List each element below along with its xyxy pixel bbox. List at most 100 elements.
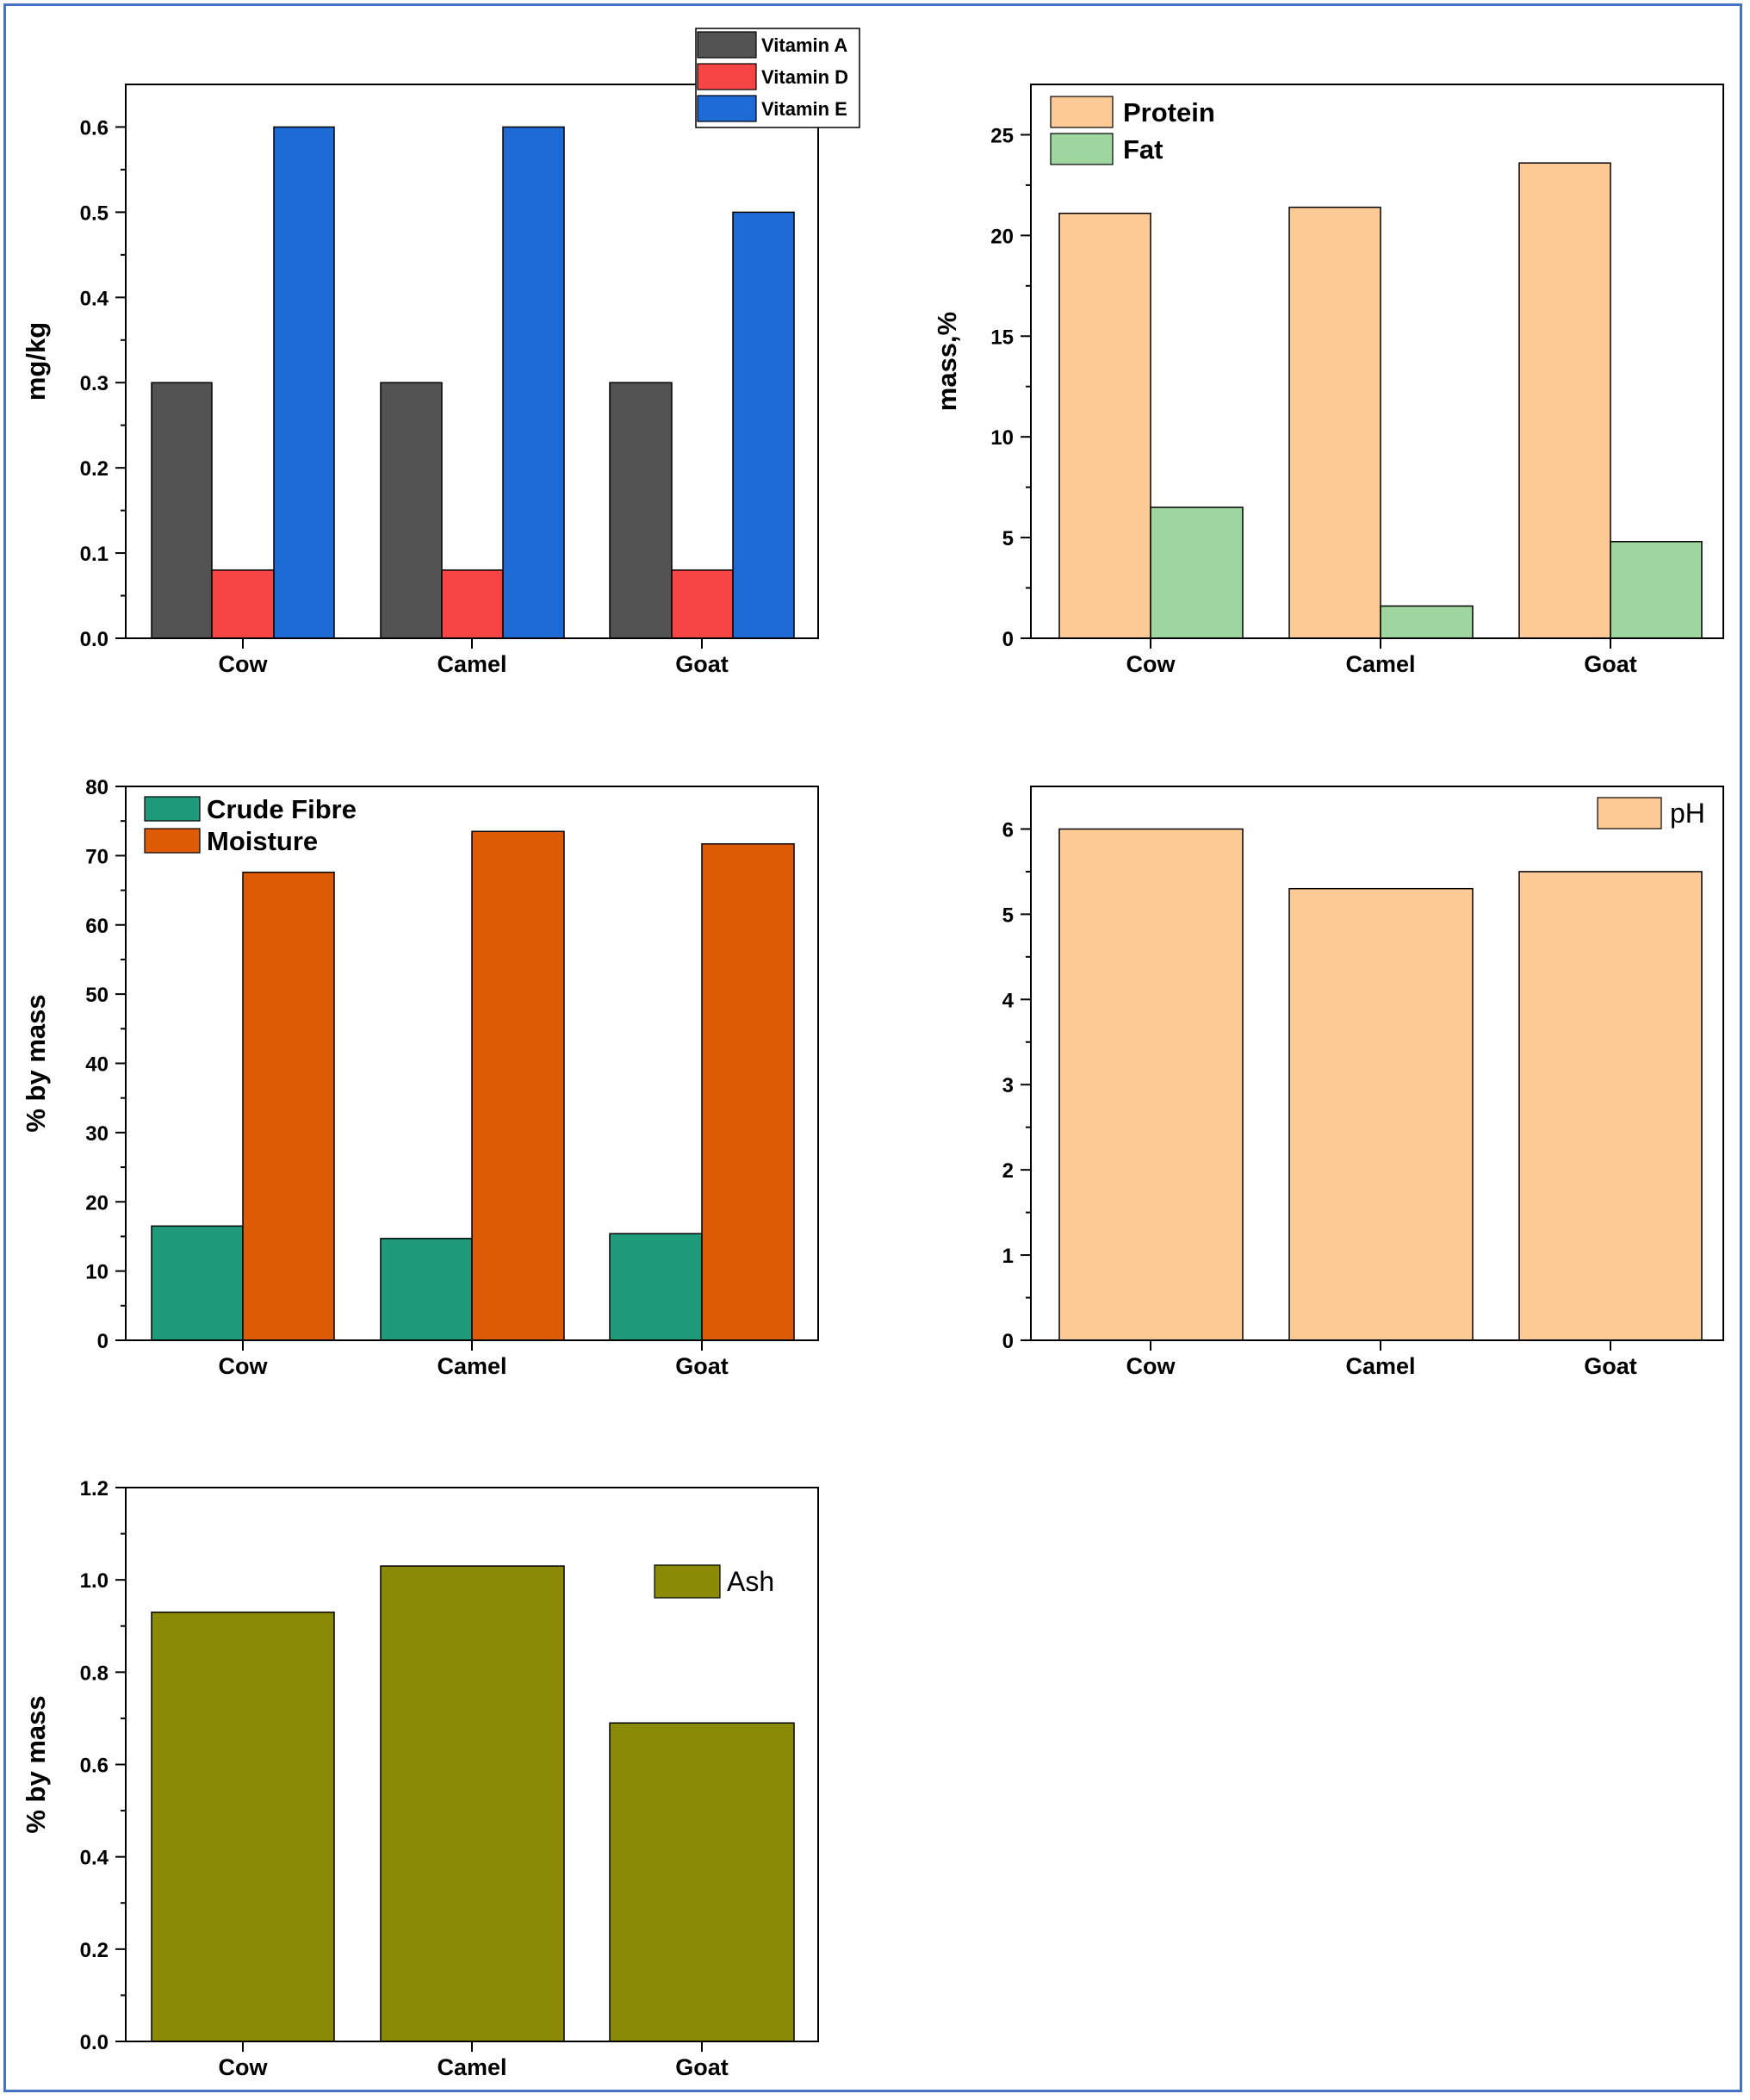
bar-vitamin-a-cow (151, 382, 213, 639)
legend-swatch (144, 796, 201, 822)
y-tick-label: 15 (990, 326, 1014, 349)
bar-ph-cow (1058, 828, 1244, 1341)
bar-vitamin-a-camel (380, 382, 443, 639)
legend-swatch (144, 828, 201, 854)
y-tick-label: 0.4 (80, 287, 109, 310)
x-tick-label: Cow (1126, 1353, 1176, 1379)
bar-vitamin-e-cow (273, 126, 335, 639)
bar-ph-camel (1288, 887, 1474, 1341)
y-tick-label: 1.2 (80, 1477, 109, 1500)
legend-swatch (697, 63, 757, 90)
bar-crude-fibre-cow (151, 1225, 244, 1341)
bar-vitamin-d-cow (211, 569, 275, 639)
bar-moisture-goat (701, 842, 795, 1341)
legend: pH (1597, 797, 1705, 829)
y-tick-label: 20 (85, 1191, 109, 1215)
x-tick-label: Cow (1126, 651, 1176, 677)
chart-ash: 0.0 0.2 0.4 0.6 0.8 1.0 1.2 Cow Camel Goat % by ma… (21, 1477, 819, 2080)
bar-protein-cow (1058, 212, 1151, 639)
x-tick-label: Camel (437, 651, 506, 677)
y-tick-label: 6 (1002, 818, 1014, 842)
plot-frame (1030, 84, 1724, 639)
x-tick-label: Cow (219, 2054, 269, 2080)
legend-label: Moisture (207, 826, 318, 856)
y-tick-label: 0.0 (80, 628, 109, 651)
y-tick-label: 0.8 (80, 1662, 109, 1685)
bar-crude-fibre-goat (609, 1233, 703, 1341)
x-tick-label: Camel (1345, 651, 1415, 677)
bar-protein-camel (1288, 206, 1381, 639)
bar-fat-camel (1380, 605, 1474, 639)
y-tick-label: 0 (97, 1330, 109, 1353)
y-tick-label: 70 (85, 845, 109, 868)
x-tick-label: Goat (675, 2054, 729, 2080)
y-tick-label: 1.0 (80, 1569, 109, 1593)
chart-protein-fat: 0 5 10 15 20 25 Cow Camel Goat mass,% Protein Fat (932, 84, 1724, 677)
legend-label: Crude Fibre (207, 794, 357, 824)
chart-ph: 0 1 2 3 4 5 6 Cow Camel Goat pH (1002, 786, 1724, 1379)
legend-label: pH (1670, 798, 1705, 829)
bar-vitamin-a-goat (609, 382, 673, 639)
x-tick-label: Goat (675, 651, 729, 677)
bar-ph-goat (1518, 871, 1703, 1341)
bar-vitamin-e-goat (732, 211, 795, 639)
bar-ash-cow (151, 1611, 335, 2042)
y-tick-label: 0.5 (80, 202, 109, 225)
legend: Vitamin A Vitamin D Vitamin E (695, 28, 860, 128)
y-tick-label: 5 (1002, 904, 1014, 927)
y-tick-label: 50 (85, 984, 109, 1007)
legend-label: Ash (727, 1566, 774, 1597)
y-tick-label: 0.3 (80, 372, 109, 395)
legend-swatch (1050, 133, 1114, 165)
y-tick-label: 0.2 (80, 457, 109, 481)
bar-fat-cow (1150, 506, 1244, 639)
y-axis-title: mass,% (932, 312, 962, 411)
legend-swatch (1050, 96, 1114, 128)
y-tick-label: 3 (1002, 1074, 1014, 1097)
y-tick-label: 5 (1002, 527, 1014, 550)
y-axis-title: % by mass (21, 994, 51, 1132)
y-tick-label: 4 (1002, 989, 1015, 1012)
legend-swatch (654, 1564, 721, 1599)
bar-moisture-cow (242, 871, 335, 1341)
y-tick-label: 1 (1002, 1245, 1014, 1268)
legend-swatch (697, 31, 757, 59)
legend-label: Fat (1123, 134, 1164, 165)
y-tick-label: 0 (1002, 628, 1014, 651)
x-tick-label: Cow (219, 651, 269, 677)
y-tick-label: 0.2 (80, 1939, 109, 1962)
x-tick-label: Goat (1584, 1353, 1637, 1379)
bar-ash-goat (609, 1722, 795, 2042)
x-tick-label: Camel (437, 2054, 506, 2080)
plot-frame (125, 84, 819, 639)
legend-label: Vitamin D (761, 66, 848, 88)
legend-label: Vitamin E (761, 98, 847, 120)
y-tick-label: 80 (85, 776, 109, 799)
y-tick-label: 20 (990, 225, 1014, 248)
y-tick-label: 0.1 (80, 543, 109, 566)
x-tick-label: Camel (437, 1353, 506, 1379)
bar-moisture-camel (471, 830, 565, 1341)
y-tick-label: 25 (990, 124, 1014, 147)
x-tick-label: Camel (1345, 1353, 1415, 1379)
y-tick-label: 0.4 (80, 1847, 109, 1870)
y-axis-title: mg/kg (21, 322, 51, 401)
bar-vitamin-e-camel (502, 126, 565, 639)
y-tick-label: 10 (85, 1261, 109, 1284)
legend-label: Protein (1123, 97, 1215, 127)
legend-label: Vitamin A (761, 34, 847, 56)
x-tick-label: Goat (1584, 651, 1637, 677)
chart-fibre-moisture: 0 10 20 30 40 50 60 70 80 Cow Camel Goat % by mass Cr… (21, 776, 819, 1379)
bar-protein-goat (1518, 162, 1611, 639)
legend-swatch (1597, 797, 1662, 829)
bar-ash-camel (380, 1565, 565, 2042)
y-tick-label: 2 (1002, 1159, 1014, 1183)
bar-crude-fibre-camel (380, 1238, 473, 1341)
y-tick-label: 0.0 (80, 2031, 109, 2054)
y-tick-label: 60 (85, 915, 109, 938)
y-tick-label: 10 (990, 426, 1014, 450)
bar-vitamin-d-goat (671, 569, 734, 639)
bar-fat-goat (1610, 541, 1703, 639)
